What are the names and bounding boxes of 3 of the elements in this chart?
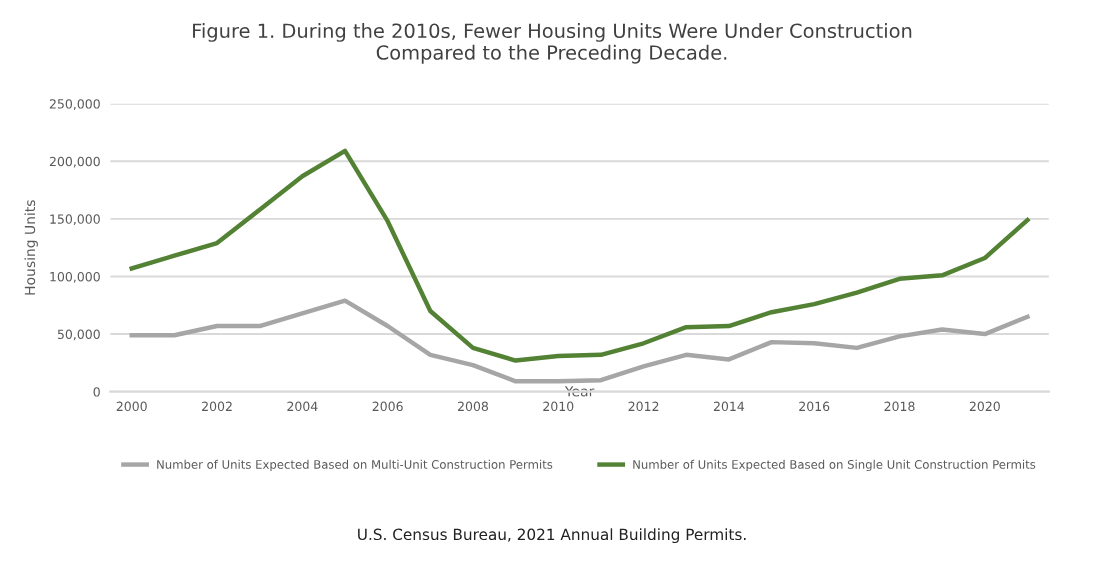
line-series [129,148,1030,363]
line-series [129,298,1030,384]
chart-title: Figure 1. During the 2010s, Fewer Housing Units Were Under Construction Compared to the Preceding Decade. [193,23,912,64]
